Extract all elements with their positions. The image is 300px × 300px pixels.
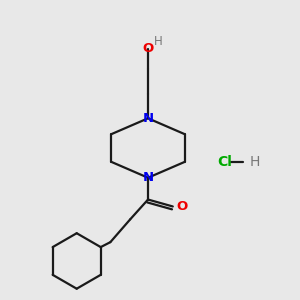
- Text: O: O: [142, 42, 154, 56]
- Text: H: H: [154, 34, 162, 47]
- Text: N: N: [142, 112, 154, 125]
- Text: N: N: [142, 171, 154, 184]
- Text: O: O: [176, 200, 187, 213]
- Text: Cl: Cl: [218, 155, 232, 169]
- Text: H: H: [250, 155, 260, 169]
